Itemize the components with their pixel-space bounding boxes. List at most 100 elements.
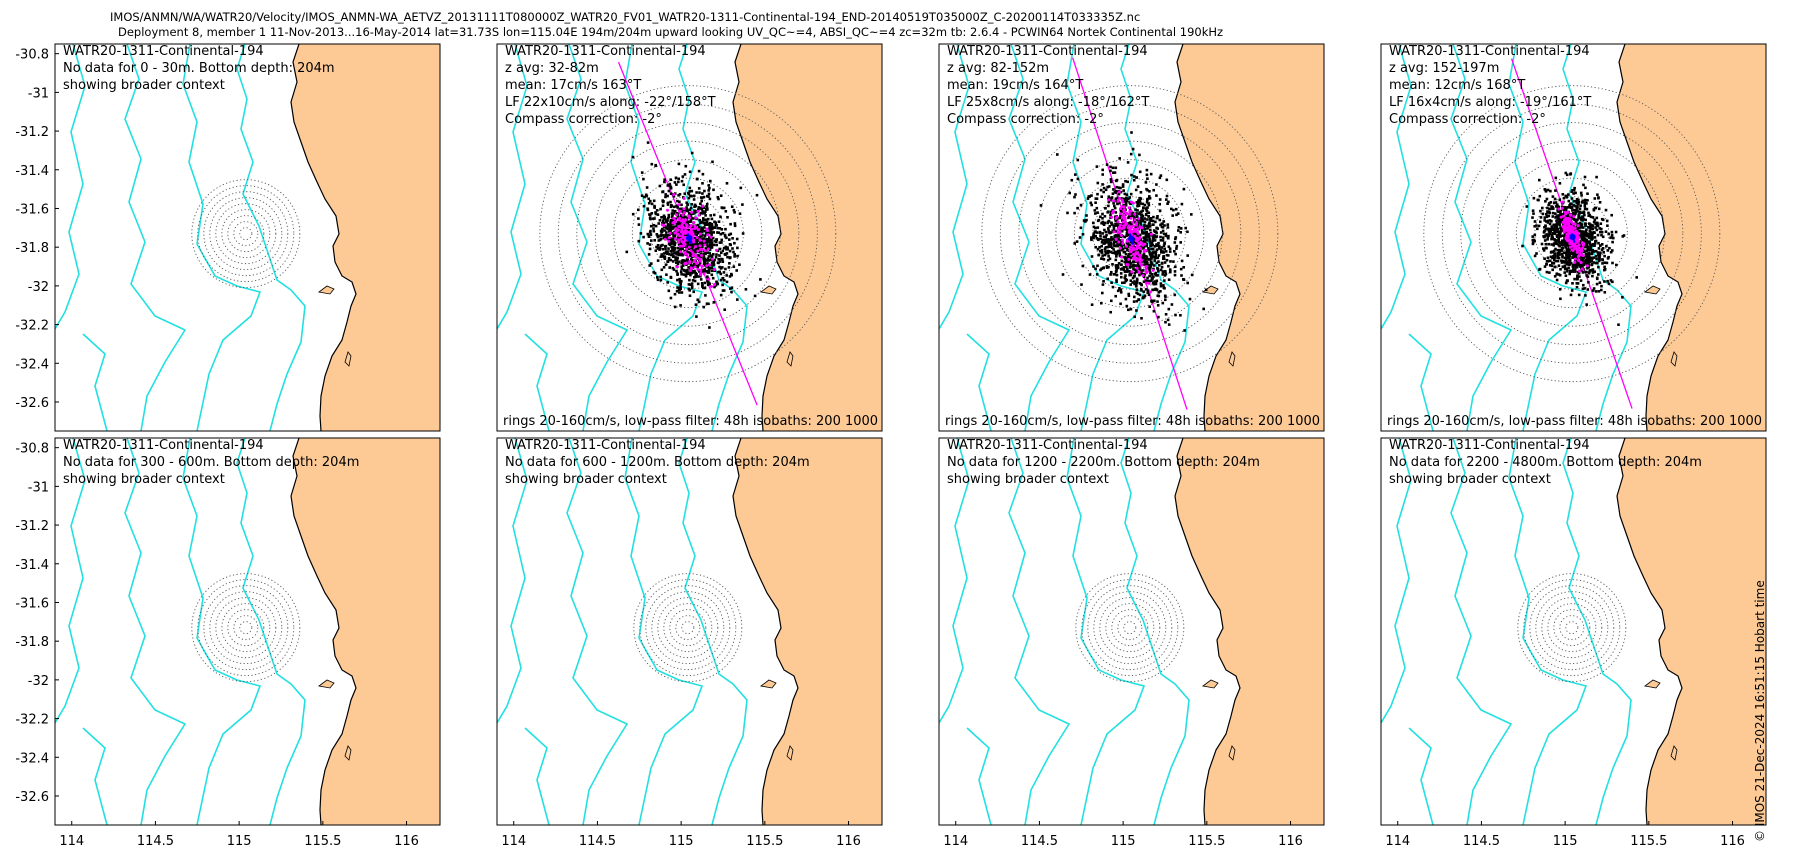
scatter-point: [736, 246, 739, 250]
scatter-point: [1129, 283, 1132, 286]
speed-ring: [233, 615, 259, 641]
scatter-point: [693, 209, 696, 212]
scatter-point: [1142, 280, 1146, 283]
scatter-point: [1147, 264, 1150, 267]
scatter-point: [1566, 255, 1570, 258]
scatter-point: [722, 206, 726, 210]
scatter-point: [1597, 196, 1600, 199]
coastline: [290, 44, 357, 431]
scatter-point: [741, 203, 744, 206]
scatter-point: [668, 233, 671, 237]
scatter-point: [1118, 201, 1121, 205]
scatter-point: [699, 196, 703, 199]
scatter-point: [1124, 246, 1127, 249]
scatter-point: [1102, 258, 1106, 261]
scatter-point: [1145, 279, 1148, 282]
scatter-point: [1550, 225, 1553, 229]
scatter-point: [1562, 241, 1566, 245]
scatter-point: [1166, 226, 1170, 229]
scatter-point: [1546, 235, 1550, 239]
scatter-point: [709, 214, 712, 217]
scatter-point: [1153, 239, 1157, 242]
scatter-point: [1557, 237, 1560, 241]
lowpass-point: [701, 204, 705, 208]
scatter-point: [708, 246, 711, 249]
scatter-point: [1143, 220, 1147, 224]
scatter-point: [712, 213, 716, 217]
lowpass-point: [678, 209, 682, 213]
scatter-point: [729, 243, 732, 247]
scatter-point: [1557, 256, 1561, 260]
scatter-point: [1547, 229, 1551, 233]
scatter-point: [739, 186, 743, 190]
scatter-point: [1167, 234, 1170, 238]
y-tick-label: -31.8: [15, 635, 49, 650]
lowpass-point: [1137, 242, 1141, 245]
scatter-point: [1105, 233, 1108, 237]
lowpass-point: [1567, 220, 1571, 224]
scatter-point: [1109, 213, 1112, 217]
scatter-point: [1107, 250, 1111, 253]
scatter-point: [1166, 202, 1169, 205]
scatter-point: [1572, 217, 1575, 221]
scatter-point: [710, 266, 714, 270]
scatter-point: [1556, 227, 1560, 231]
scatter-point: [669, 187, 673, 190]
scatter-point: [689, 214, 693, 218]
scatter-point: [706, 265, 709, 269]
scatter-point: [1575, 207, 1579, 210]
scatter-point: [679, 287, 682, 291]
scatter-point: [678, 291, 681, 294]
scatter-point: [716, 196, 720, 199]
scatter-point: [680, 267, 684, 271]
scatter-point: [1090, 303, 1094, 306]
island: [1644, 285, 1661, 295]
scatter-point: [1162, 270, 1165, 274]
scatter-point: [708, 243, 712, 246]
scatter-point: [1553, 256, 1556, 259]
scatter-point: [1121, 281, 1124, 285]
scatter-point: [1552, 201, 1556, 205]
scatter-point: [1571, 255, 1575, 259]
scatter-point: [1145, 173, 1149, 177]
scatter-point: [1124, 277, 1127, 281]
scatter-point: [1148, 225, 1152, 228]
scatter-point: [1532, 196, 1536, 200]
scatter-point: [1578, 221, 1582, 225]
island: [786, 351, 794, 367]
scatter-point: [1118, 253, 1122, 256]
lowpass-point: [685, 223, 689, 227]
scatter-point: [1165, 194, 1169, 198]
scatter-point: [1580, 235, 1583, 239]
scatter-point: [1600, 288, 1603, 292]
scatter-point: [1574, 210, 1577, 214]
scatter-point: [716, 231, 719, 234]
scatter-point: [1588, 236, 1591, 239]
scatter-point: [1142, 255, 1146, 259]
x-tick-label: 116: [1720, 834, 1745, 849]
scatter-point: [1173, 241, 1177, 244]
scatter-point: [668, 182, 672, 186]
scatter-point: [1152, 250, 1155, 254]
scatter-point: [1599, 230, 1602, 234]
scatter-point: [1157, 247, 1161, 250]
lowpass-point: [1117, 240, 1121, 244]
scatter-point: [654, 163, 657, 167]
scatter-point: [1119, 209, 1123, 213]
scatter-point: [672, 195, 676, 198]
island: [1644, 679, 1661, 689]
scatter-point: [1144, 258, 1148, 261]
scatter-point: [1129, 192, 1133, 196]
scatter-point: [1544, 242, 1548, 246]
scatter-point: [1144, 213, 1148, 216]
scatter-point: [1136, 204, 1139, 208]
scatter-point: [1564, 281, 1568, 285]
scatter-point: [656, 235, 660, 239]
scatter-point: [1116, 239, 1120, 242]
scatter-point: [714, 221, 718, 224]
speed-ring: [215, 203, 277, 265]
scatter-point: [1577, 213, 1580, 217]
scatter-point: [1147, 202, 1150, 205]
scatter-point: [669, 258, 673, 262]
